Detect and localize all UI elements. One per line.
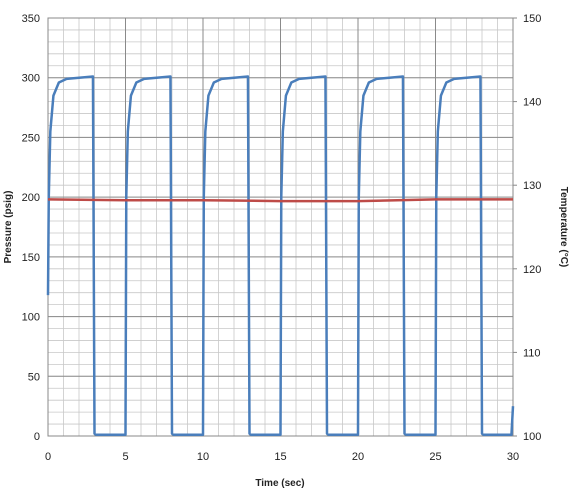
y2-tick-label: 140 bbox=[523, 97, 541, 109]
series-line bbox=[47, 198, 513, 203]
y-tick-label: 100 bbox=[22, 312, 40, 324]
y-tick-label: 150 bbox=[22, 252, 40, 264]
x-axis-title: Time (sec) bbox=[255, 478, 304, 489]
x-tick-label: 10 bbox=[197, 451, 209, 463]
x-tick-label: 30 bbox=[507, 451, 519, 463]
y2-tick-label: 110 bbox=[523, 347, 541, 359]
x-tick-label: 5 bbox=[122, 451, 128, 463]
y-tick-label: 0 bbox=[34, 431, 40, 443]
y2-tick-label: 130 bbox=[523, 180, 541, 192]
y2-tick-label: 150 bbox=[523, 13, 541, 25]
y-axis-title: Pressure (psig) bbox=[3, 191, 14, 264]
y-tick-label: 200 bbox=[22, 192, 40, 204]
y2-axis-title: Temperature (°C) bbox=[558, 187, 569, 268]
y-tick-label: 300 bbox=[22, 73, 40, 85]
x-tick-label: 15 bbox=[274, 451, 286, 463]
y-tick-label: 350 bbox=[22, 13, 40, 25]
x-tick-label: 0 bbox=[45, 451, 51, 463]
y-tick-label: 250 bbox=[22, 132, 40, 144]
y2-tick-label: 120 bbox=[523, 264, 541, 276]
x-tick-label: 20 bbox=[352, 451, 364, 463]
y2-tick-label: 100 bbox=[523, 431, 541, 443]
y-tick-label: 50 bbox=[28, 371, 40, 383]
series-line bbox=[46, 75, 515, 437]
x-tick-label: 25 bbox=[429, 451, 441, 463]
